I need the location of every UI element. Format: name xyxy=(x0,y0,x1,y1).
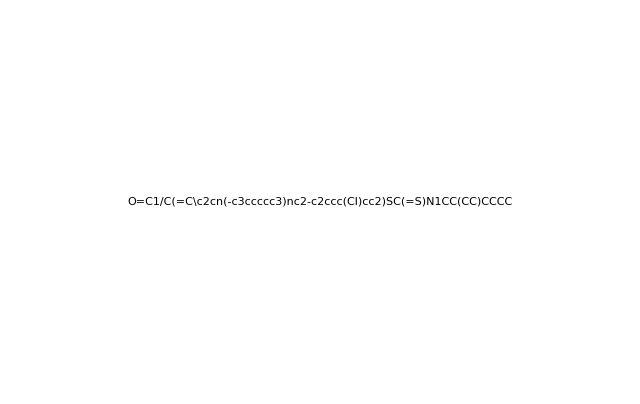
Text: O=C1/C(=C\c2cn(-c3ccccc3)nc2-c2ccc(Cl)cc2)SC(=S)N1CC(CC)CCCC: O=C1/C(=C\c2cn(-c3ccccc3)nc2-c2ccc(Cl)cc… xyxy=(127,197,513,207)
